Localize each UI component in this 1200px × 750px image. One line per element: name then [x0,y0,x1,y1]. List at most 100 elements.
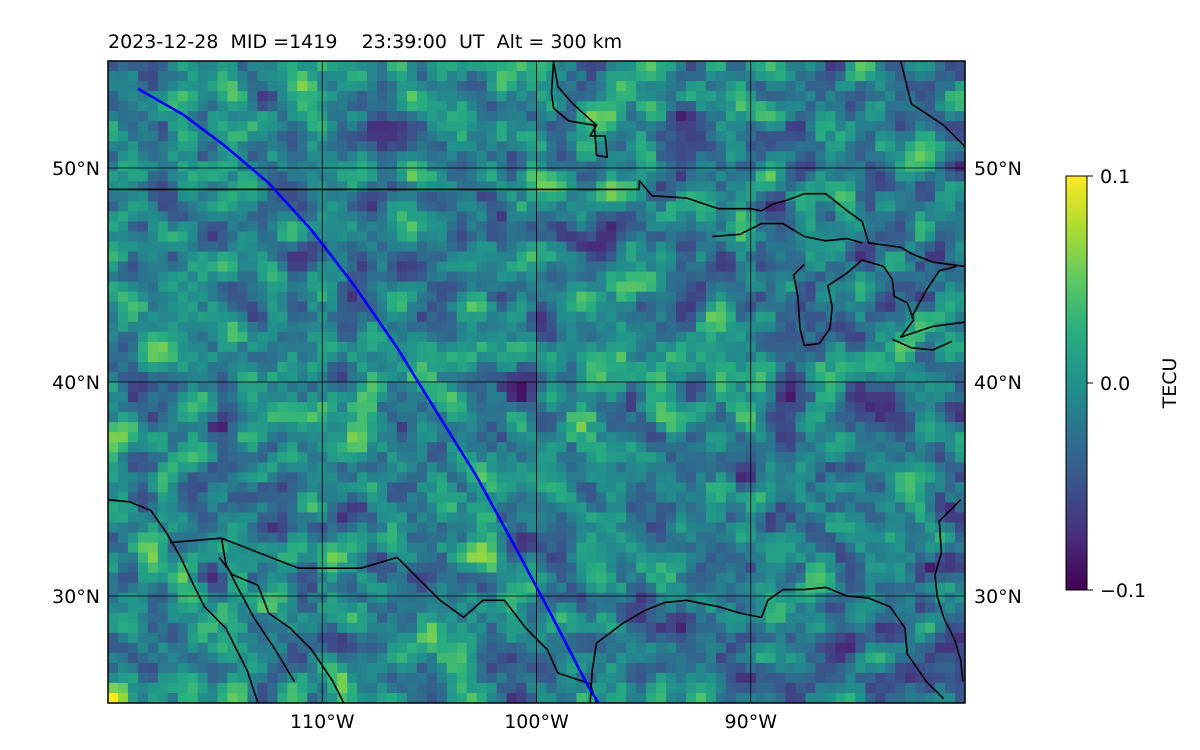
heatmap-cell [835,301,847,313]
heatmap-cell [157,361,169,373]
heatmap-cell [646,201,657,213]
heatmap-cell [337,191,348,203]
heatmap-cell [925,261,936,273]
heatmap-cell [127,502,139,514]
heatmap-cell [775,602,787,614]
heatmap-cell [197,161,209,172]
heatmap-cell [466,592,478,604]
heatmap-cell [227,382,239,393]
heatmap-cell [416,101,428,112]
heatmap-cell [157,201,169,213]
heatmap-cell [825,371,837,383]
heatmap-cell [137,562,149,574]
heatmap-cell [805,171,817,182]
heatmap-cell [526,141,538,152]
heatmap-cell [656,452,667,463]
heatmap-cell [267,602,279,614]
heatmap-cell [735,602,747,614]
heatmap-cell [416,602,428,614]
heatmap-cell [287,301,298,313]
heatmap-cell [247,101,259,112]
heatmap-cell [935,101,946,112]
heatmap-cell [177,552,189,564]
heatmap-cell [556,562,567,574]
heatmap-cell [406,562,418,574]
heatmap-cell [157,512,169,524]
heatmap-cell [157,392,169,403]
heatmap-cell [586,201,597,213]
heatmap-cell [187,251,199,263]
heatmap-cell [636,432,647,443]
heatmap-cell [546,351,558,363]
heatmap-cell [895,412,906,423]
heatmap-cell [765,612,777,624]
heatmap-cell [755,201,767,213]
heatmap-cell [755,502,767,514]
heatmap-cell [785,341,797,353]
heatmap-cell [646,432,657,443]
heatmap-cell [307,371,318,383]
heatmap-cell [267,61,279,72]
heatmap-cell [486,592,498,604]
heatmap-cell [516,301,528,313]
heatmap-cell [187,582,199,594]
heatmap-cell [596,211,607,223]
heatmap-cell [885,392,896,403]
heatmap-cell [905,121,916,132]
heatmap-cell [387,452,398,463]
heatmap-cell [167,361,179,373]
heatmap-cell [436,321,448,333]
heatmap-cell [785,331,797,343]
heatmap-cell [556,592,567,604]
heatmap-cell [666,151,677,162]
heatmap-cell [387,472,398,483]
heatmap-cell [616,91,627,102]
heatmap-cell [257,602,269,614]
heatmap-cell [656,622,667,634]
heatmap-cell [117,311,129,323]
heatmap-cell [676,632,687,644]
heatmap-cell [596,371,607,383]
heatmap-cell [127,61,139,72]
heatmap-cell [516,622,528,634]
heatmap-cell [357,351,368,363]
heatmap-cell [626,492,637,503]
heatmap-cell [626,512,637,524]
heatmap-cell [147,522,159,534]
heatmap-cell [147,281,159,293]
heatmap-cell [197,201,209,213]
heatmap-cell [476,281,488,293]
heatmap-cell [357,211,368,223]
heatmap-cell [865,241,876,253]
heatmap-cell [815,171,827,182]
heatmap-cell [945,121,956,132]
heatmap-cell [426,201,438,213]
heatmap-cell [327,482,338,493]
heatmap-cell [695,61,707,72]
heatmap-cell [237,392,249,403]
heatmap-cell [436,181,448,193]
heatmap-cell [685,552,697,564]
heatmap-cell [237,452,249,463]
heatmap-cell [795,251,807,263]
heatmap-cell [108,452,119,463]
heatmap-cell [247,131,259,142]
heatmap-cell [835,402,847,413]
heatmap-cell [476,382,488,393]
heatmap-cell [955,101,965,112]
heatmap-cell [347,181,358,193]
heatmap-cell [108,382,119,393]
heatmap-cell [426,331,438,343]
heatmap-cell [945,81,956,92]
heatmap-cell [436,211,448,223]
heatmap-cell [446,442,458,453]
heatmap-cell [436,432,448,443]
heatmap-cell [785,392,797,403]
heatmap-cell [945,512,956,524]
heatmap-cell [566,572,577,584]
heatmap-cell [426,301,438,313]
heatmap-cell [795,402,807,413]
heatmap-cell [705,321,717,333]
heatmap-cell [546,341,558,353]
heatmap-cell [855,582,866,594]
